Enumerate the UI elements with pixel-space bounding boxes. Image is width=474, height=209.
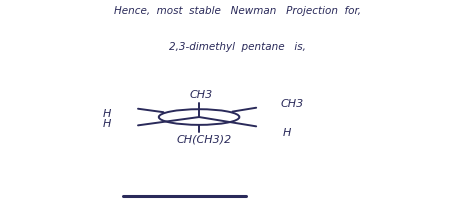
Text: CH3: CH3 [280,99,303,109]
Text: H: H [103,109,111,119]
Text: CH(CH3)2: CH(CH3)2 [176,135,231,145]
Text: H: H [283,128,291,138]
Ellipse shape [159,109,239,125]
Text: CH3: CH3 [190,90,213,100]
Text: 2,3-dimethyl  pentane   is,: 2,3-dimethyl pentane is, [169,42,305,52]
Text: Hence,  most  stable   Newman   Projection  for,: Hence, most stable Newman Projection for… [113,6,361,16]
Text: H: H [103,119,111,129]
